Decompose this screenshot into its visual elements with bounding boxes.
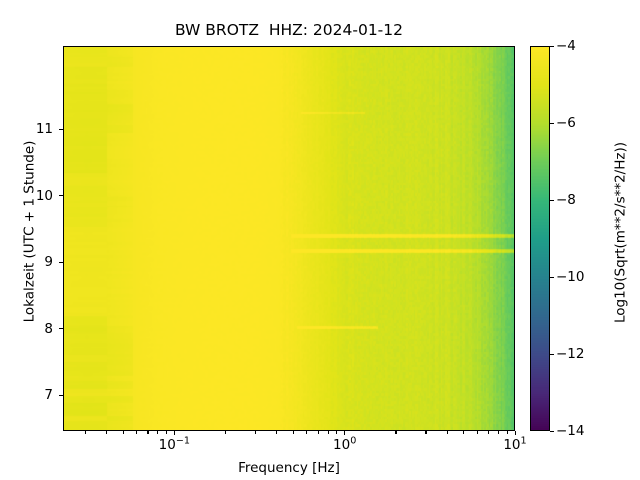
x-tick-mark-minor [225,431,227,434]
spectrogram-image [64,47,514,430]
y-tick-mark [59,328,63,330]
x-tick-mark-minor [106,431,108,434]
colorbar-tick-mark [550,199,554,201]
y-tick-mark [59,394,63,396]
colorbar-gradient [531,47,549,430]
colorbar-tick-mark [550,276,554,278]
x-tick-mark-minor [463,431,465,434]
y-axis-label: Lokalzeit (UTC + 1 Stunde) [21,140,38,323]
colorbar-tick-label: −10 [556,269,585,285]
x-axis-label: Frequency [Hz] [238,460,340,476]
x-tick-mark-minor [276,431,278,434]
x-tick-mark-minor [395,431,397,434]
x-tick-mark-minor [306,431,308,434]
colorbar-tick-label: −14 [556,423,585,439]
spectrogram-axes[interactable] [63,46,515,431]
colorbar-tick-mark [550,45,554,47]
x-tick-mark-minor [446,431,448,434]
colorbar-tick-mark [550,122,554,124]
y-tick-label: 9 [44,254,53,271]
x-tick-mark-minor [136,431,138,434]
x-tick-mark-minor [476,431,478,434]
x-tick-label: 100 [333,435,357,453]
y-tick-label: 7 [44,387,53,404]
x-tick-label: 101 [503,435,527,453]
colorbar[interactable] [530,46,550,431]
colorbar-tick-label: −8 [556,192,576,208]
x-tick-mark-minor [488,431,490,434]
colorbar-tick-label: −4 [556,38,576,54]
x-tick-mark-minor [255,431,257,434]
x-tick-mark-minor [166,431,168,434]
y-tick-label: 11 [35,121,53,138]
colorbar-label: Log10(Sqrt(m**2/s**2/Hz)) [612,141,629,324]
x-tick-mark-minor [84,431,86,434]
colorbar-tick-mark [550,430,554,432]
x-tick-mark-minor [157,431,159,434]
x-tick-mark-minor [506,431,508,434]
y-tick-mark [59,261,63,263]
x-tick-mark-major [514,431,516,435]
y-tick-mark [59,195,63,197]
x-tick-mark-minor [292,431,294,434]
y-tick-label: 8 [44,320,53,337]
x-tick-mark-minor [497,431,500,434]
x-tick-mark-major [344,431,346,435]
x-tick-label: 10−1 [158,435,190,453]
x-tick-mark-minor [122,431,124,434]
x-tick-mark-minor [147,431,149,434]
colorbar-tick-mark [550,353,554,355]
colorbar-tick-label: −12 [556,346,585,362]
x-tick-mark-major [173,431,175,435]
x-tick-mark-minor [336,431,338,434]
x-tick-mark-minor [317,431,319,434]
x-tick-mark-minor [327,431,329,434]
x-tick-mark-minor [425,431,427,434]
y-tick-mark [59,128,63,130]
colorbar-tick-label: −6 [556,115,576,131]
page-title: BW BROTZ HHZ: 2024-01-12 [174,21,404,39]
y-tick-label: 10 [35,187,53,204]
